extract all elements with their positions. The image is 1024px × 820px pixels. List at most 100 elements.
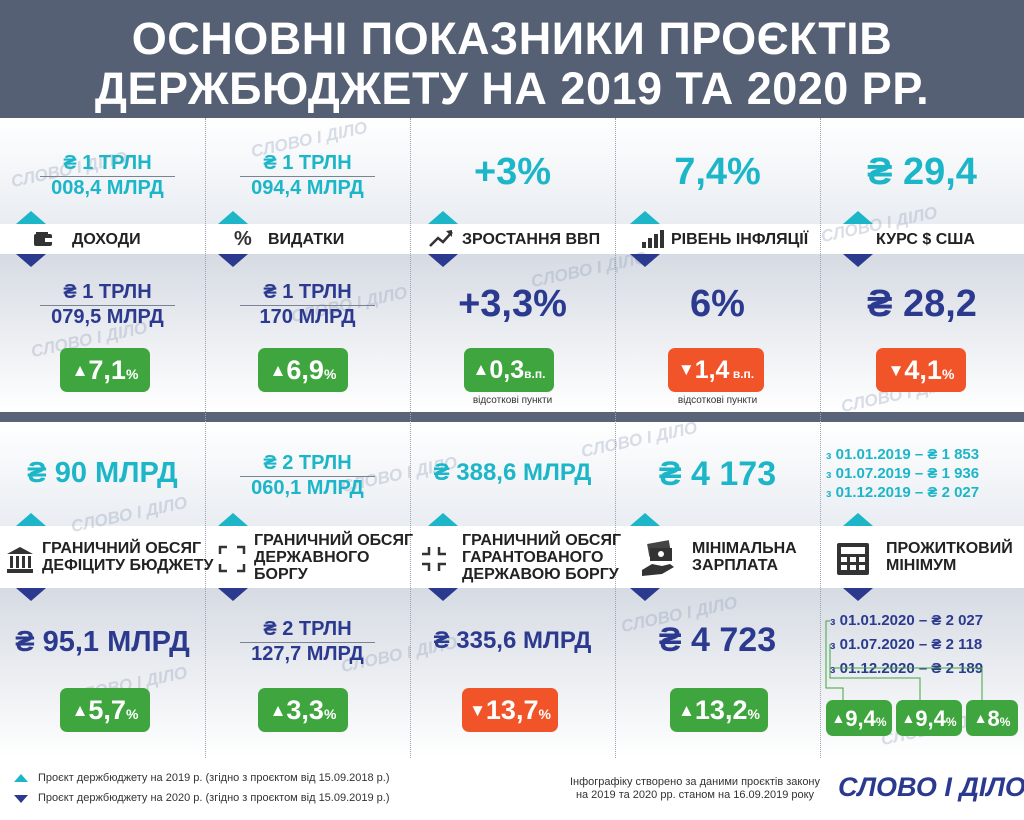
label-line: ГРАНИЧНИЙ ОБСЯГ bbox=[462, 532, 622, 549]
label-line: ДЕФІЦИТУ БЮДЖЕТУ bbox=[42, 557, 214, 574]
step-text: 01.12.2019 – ₴ 2 027 bbox=[835, 484, 980, 501]
year-2019-marker bbox=[428, 211, 458, 224]
change-value: 13,7 bbox=[485, 695, 539, 725]
arrow-up-icon: ▲ bbox=[472, 360, 490, 379]
min-wage-label: МІНІМАЛЬНА ЗАРПЛАТА bbox=[692, 540, 797, 574]
label-line: ГРАНИЧНИЙ ОБСЯГ bbox=[42, 540, 202, 557]
label-line: ЗАРПЛАТА bbox=[692, 557, 779, 574]
guaranteed-debt-2019-value: ₴ 388,6 МЛРД bbox=[433, 459, 592, 486]
guaranteed-debt-label: ГРАНИЧНИЙ ОБСЯГ ГАРАНТОВАНОГО ДЕРЖАВОЮ Б… bbox=[462, 532, 621, 583]
step-prefix: з bbox=[826, 469, 832, 481]
subsistence-change-badge-1: ▲9,4% bbox=[826, 700, 892, 736]
legend-2019: Проєкт держбюджету на 2019 р. (згідно з … bbox=[38, 772, 390, 784]
bank-icon bbox=[5, 545, 35, 580]
percent-icon: % bbox=[234, 228, 252, 250]
step-2019: з 01.12.2019 – ₴ 2 027 bbox=[826, 484, 979, 501]
year-2020-marker bbox=[630, 254, 660, 267]
legend-2019-marker bbox=[14, 774, 28, 782]
calculator-icon bbox=[836, 542, 870, 581]
year-2020-marker bbox=[428, 254, 458, 267]
deficit-2020-value: ₴ 95,1 МЛРД bbox=[15, 626, 190, 658]
step-prefix: з bbox=[830, 640, 836, 652]
percentage-points-note: відсоткові пункти bbox=[472, 395, 553, 406]
bar-chart-icon bbox=[641, 227, 665, 254]
state-debt-2019-top: ₴ 2 ТРЛН bbox=[240, 452, 375, 477]
exchange-rate-2020-value: ₴ 28,2 bbox=[867, 283, 977, 325]
guaranteed-debt-change-badge: ▼13,7% bbox=[462, 688, 558, 732]
year-2019-marker bbox=[630, 211, 660, 224]
change-value: 0,3 bbox=[489, 356, 525, 384]
year-2019-marker bbox=[843, 211, 873, 224]
min-wage-2020-value: ₴ 4 723 bbox=[658, 621, 777, 659]
guaranteed-debt-2020-value: ₴ 335,6 МЛРД bbox=[433, 627, 592, 654]
inflation-label: РІВЕНЬ ІНФЛЯЦІЇ bbox=[671, 231, 809, 248]
inflation-change-badge: ▼1,4 в.п. bbox=[668, 348, 764, 392]
header: ОСНОВНІ ПОКАЗНИКИ ПРОЄКТІВ ДЕРЖБЮДЖЕТУ Н… bbox=[0, 0, 1024, 118]
step-prefix: з bbox=[830, 664, 836, 676]
expenditure-2019-top: ₴ 1 ТРЛН bbox=[240, 152, 375, 177]
step-2019: з 01.01.2019 – ₴ 1 853 bbox=[826, 446, 979, 463]
logo: СЛОВО І ДІЛО bbox=[838, 772, 1024, 802]
state-debt-2020-value: ₴ 2 ТРЛН 127,7 МЛРД bbox=[240, 618, 375, 666]
money-hand-icon bbox=[640, 540, 676, 585]
step-text: 01.07.2019 – ₴ 1 936 bbox=[835, 465, 980, 482]
wallet-icon bbox=[33, 231, 53, 252]
state-debt-label: ГРАНИЧНИЙ ОБСЯГ ДЕРЖАВНОГО БОРГУ bbox=[254, 532, 413, 583]
step-text: 01.01.2020 – ₴ 2 027 bbox=[839, 612, 984, 629]
arrow-up-icon: ▲ bbox=[71, 361, 89, 380]
legend-2020-marker bbox=[14, 795, 28, 803]
column-divider bbox=[615, 118, 616, 758]
year-2020-marker bbox=[218, 588, 248, 601]
year-2019-marker bbox=[218, 513, 248, 526]
gdp-2020-value: +3,3% bbox=[458, 283, 567, 325]
change-unit: % bbox=[538, 706, 551, 722]
arrow-up-icon: ▲ bbox=[973, 710, 988, 726]
inflation-2019-value: 7,4% bbox=[674, 151, 761, 193]
change-unit: % bbox=[999, 715, 1011, 729]
year-2019-marker bbox=[630, 513, 660, 526]
column-divider bbox=[820, 118, 821, 758]
step-prefix: з bbox=[826, 488, 832, 500]
row-separator bbox=[0, 412, 1024, 422]
step-text: 01.01.2019 – ₴ 1 853 bbox=[835, 446, 980, 463]
band-2019-row2 bbox=[0, 422, 1024, 526]
exchange-rate-2019-value: ₴ 29,4 bbox=[867, 151, 977, 193]
change-unit: % bbox=[941, 366, 955, 382]
step-2020: з 01.07.2020 – ₴ 2 118 bbox=[830, 636, 982, 653]
state-debt-2019-bottom: 060,1 МЛРД bbox=[251, 477, 364, 499]
label-strip-row1 bbox=[0, 224, 1024, 254]
arrow-up-icon: ▲ bbox=[269, 701, 287, 720]
label-line: МІНІМУМ bbox=[886, 557, 957, 574]
change-unit: % bbox=[323, 366, 337, 382]
band-2019-row1 bbox=[0, 118, 1024, 224]
title-line-2: ДЕРЖБЮДЖЕТУ НА 2019 ТА 2020 РР. bbox=[94, 63, 930, 114]
change-value: 3,3 bbox=[286, 695, 324, 725]
expenditure-2019-value: ₴ 1 ТРЛН 094,4 МЛРД bbox=[240, 152, 375, 200]
source-line: на 2019 та 2020 рр. станом на 16.09.2019… bbox=[575, 789, 815, 801]
year-2019-marker bbox=[843, 513, 873, 526]
trend-up-icon bbox=[428, 228, 454, 253]
revenue-2020-value: ₴ 1 ТРЛН 079,5 МЛРД bbox=[40, 281, 175, 329]
year-2019-marker bbox=[428, 513, 458, 526]
state-debt-2019-value: ₴ 2 ТРЛН 060,1 МЛРД bbox=[240, 452, 375, 500]
percentage-points-note: відсоткові пункти bbox=[677, 395, 758, 406]
arrow-down-icon: ▼ bbox=[469, 701, 486, 720]
expenditure-label: ВИДАТКИ bbox=[268, 231, 345, 248]
year-2019-marker bbox=[16, 211, 46, 224]
arrow-up-icon: ▲ bbox=[71, 701, 89, 720]
change-unit: % bbox=[945, 715, 957, 729]
revenue-change-badge: ▲7,1% bbox=[60, 348, 150, 392]
state-debt-change-badge: ▲3,3% bbox=[258, 688, 348, 732]
connector-lines bbox=[825, 620, 983, 700]
gdp-change-badge: ▲0,3в.п. bbox=[464, 348, 554, 392]
change-value: 8 bbox=[987, 706, 1000, 731]
change-value: 6,9 bbox=[286, 355, 324, 385]
revenue-label: ДОХОДИ bbox=[72, 231, 141, 248]
revenue-2019-value: ₴ 1 ТРЛН 008,4 МЛРД bbox=[40, 152, 175, 200]
change-unit: в.п. bbox=[732, 367, 755, 381]
source-note: Інфографіку створено за даними проєктів … bbox=[560, 776, 830, 802]
change-value: 7,1 bbox=[88, 355, 126, 385]
change-unit: % bbox=[125, 706, 139, 722]
year-2020-marker bbox=[843, 254, 873, 267]
arrow-up-icon: ▲ bbox=[269, 361, 287, 380]
